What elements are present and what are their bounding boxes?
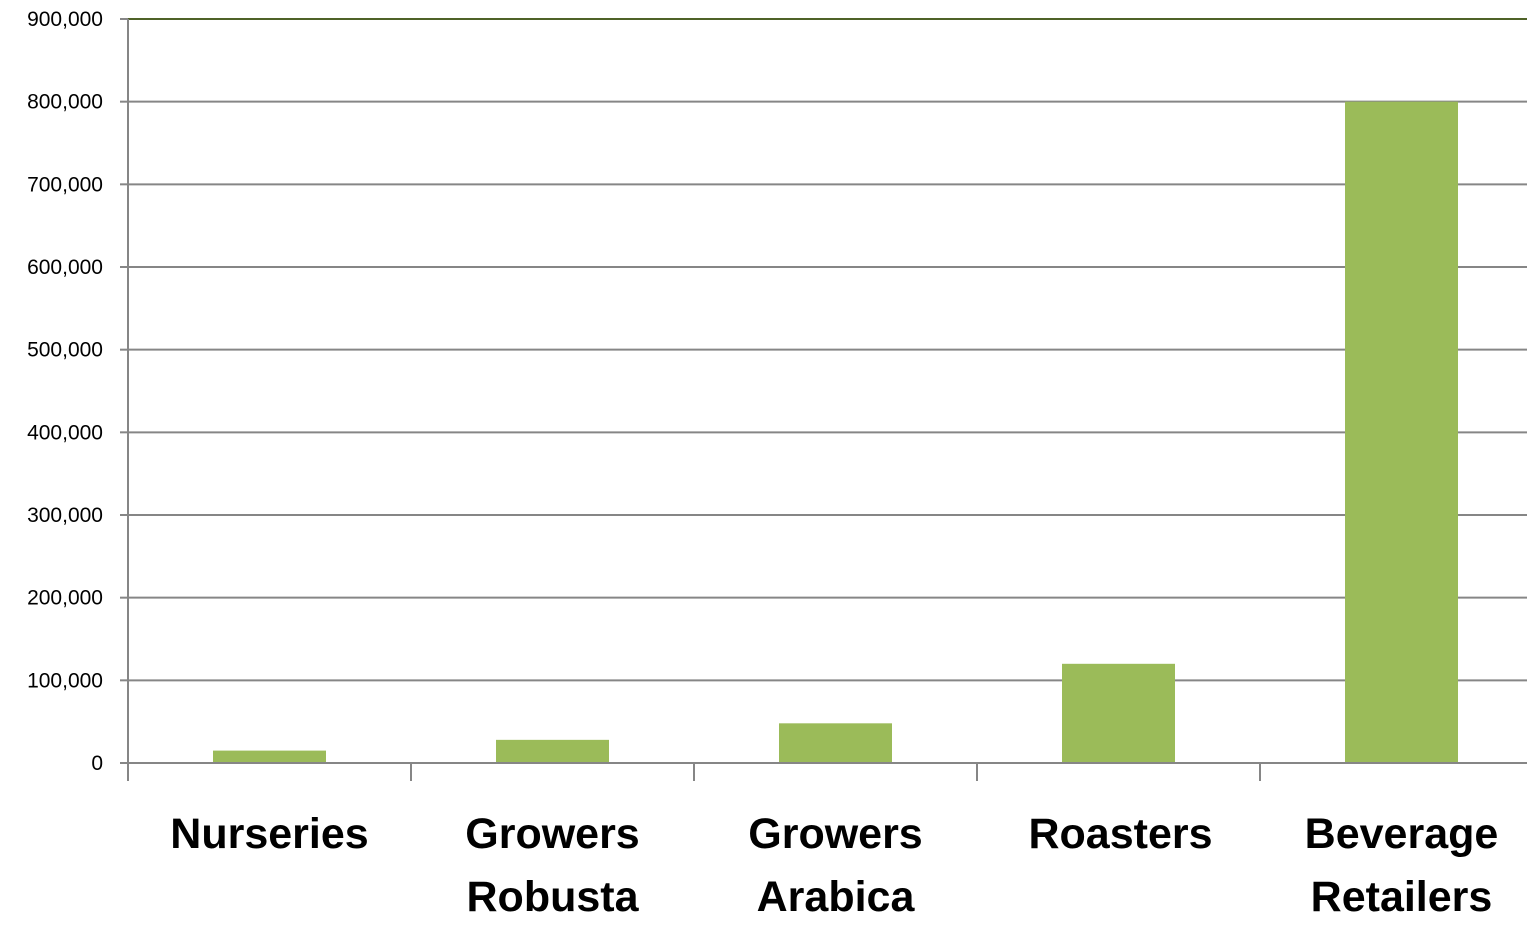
bars	[213, 101, 1458, 763]
x-tick-label: Arabica	[757, 873, 916, 920]
bar	[1345, 101, 1458, 763]
y-tick-label: 400,000	[27, 421, 103, 444]
x-tick-label: Nurseries	[170, 810, 368, 858]
y-tick-label: 100,000	[27, 669, 103, 692]
y-tick-label: 0	[91, 752, 103, 775]
x-tick-label: Growers	[465, 810, 639, 858]
y-tick-label: 600,000	[27, 256, 103, 279]
y-tick-label: 900,000	[27, 8, 103, 31]
bar	[213, 750, 326, 763]
y-tick-label: 200,000	[27, 587, 103, 610]
x-tick-labels: Nurseries Growers Robusta Growers Arabica Roa…	[170, 810, 1499, 921]
x-tick-label: Roasters	[1028, 810, 1212, 858]
y-tick-labels: 0 100,000 200,000 300,000 400,000 500,000 600,…	[27, 8, 103, 775]
y-tick-label: 700,000	[27, 173, 103, 196]
gridlines	[128, 18, 1527, 682]
y-tick-label: 800,000	[27, 91, 103, 114]
bar	[496, 739, 609, 763]
x-tick-label: Retailers	[1311, 873, 1493, 920]
y-tick-label: 500,000	[27, 339, 103, 362]
axes	[120, 18, 1527, 781]
bar	[1062, 663, 1175, 763]
x-tick-label: Beverage	[1305, 810, 1499, 858]
x-tick-label: Robusta	[467, 873, 640, 920]
bar	[779, 723, 892, 763]
x-tick-label: Growers	[748, 810, 922, 858]
y-tick-label: 300,000	[27, 504, 103, 527]
